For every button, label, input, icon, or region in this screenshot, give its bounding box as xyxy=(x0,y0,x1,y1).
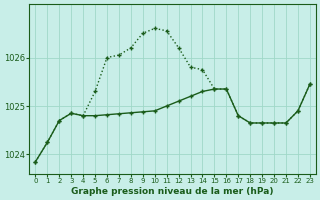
X-axis label: Graphe pression niveau de la mer (hPa): Graphe pression niveau de la mer (hPa) xyxy=(71,187,274,196)
